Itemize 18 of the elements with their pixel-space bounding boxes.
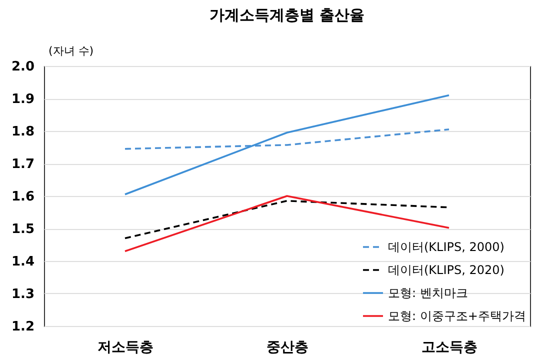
x-tick-label: 고소득층 — [422, 340, 478, 356]
legend-label: 모형: 이중구조+주택가격 — [388, 309, 526, 323]
legend-label: 모형: 벤치마크 — [388, 286, 468, 300]
y-tick-label: 1.4 — [11, 254, 34, 270]
y-tick-label: 1.3 — [11, 287, 34, 302]
y-tick-label: 1.9 — [11, 92, 34, 107]
y-tick-label: 1.5 — [11, 222, 34, 237]
y-tick-label: 1.6 — [11, 190, 34, 204]
x-tick-label: 저소득층 — [98, 340, 154, 356]
y-axis-title: (자녀 수) — [48, 44, 94, 58]
legend-label: 데이터(KLIPS, 2000) — [388, 240, 504, 254]
x-tick-label: 중산층 — [266, 340, 308, 356]
y-tick-label: 1.8 — [11, 124, 34, 140]
legend-label: 데이터(KLIPS, 2020) — [388, 263, 504, 277]
y-tick-label: 1.2 — [11, 320, 34, 334]
chart-title: 가계소득계층별 출산율 — [209, 6, 365, 24]
y-tick-label: 1.7 — [11, 157, 34, 172]
y-tick-label: 2.0 — [11, 60, 34, 74]
